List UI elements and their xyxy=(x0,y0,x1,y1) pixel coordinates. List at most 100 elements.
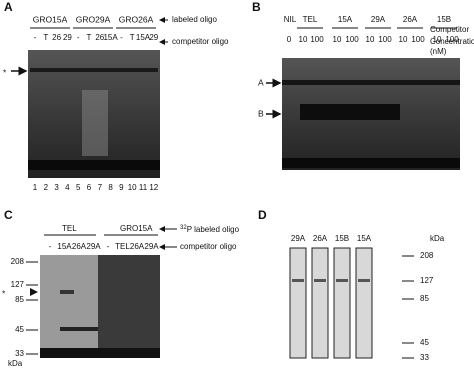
lane-number: 9 xyxy=(119,183,124,192)
band xyxy=(30,68,158,72)
lane-label: 29A xyxy=(291,234,306,243)
label: Competitor xyxy=(430,25,469,34)
blot-strip xyxy=(355,247,373,359)
label: labeled oligo xyxy=(172,15,217,24)
group-label: GRO15A xyxy=(120,224,153,233)
lane-label: T xyxy=(130,33,135,42)
panel-letter: A xyxy=(4,0,13,14)
band xyxy=(292,279,304,282)
lane-label: 15A xyxy=(136,33,151,42)
concentration: 10 xyxy=(366,35,375,44)
band-label: A xyxy=(258,77,264,87)
lane-label: - xyxy=(120,33,123,42)
lane-number: 7 xyxy=(98,183,103,192)
label: 32P labeled oligo xyxy=(180,225,240,235)
size-marker: 33 xyxy=(420,353,429,362)
lane-label: 15B xyxy=(437,15,451,24)
lane-label: - xyxy=(34,33,37,42)
lane-label: TEL xyxy=(115,242,130,251)
lane-label: 29A xyxy=(86,242,101,251)
group-label: GRO26A xyxy=(119,14,154,24)
lane-label: 26A xyxy=(313,234,328,243)
lane-number: 4 xyxy=(65,183,70,192)
concentration: 100 xyxy=(345,35,359,44)
concentration: 100 xyxy=(411,35,425,44)
concentration: 100 xyxy=(445,35,459,44)
band xyxy=(282,80,460,85)
lane-number: 3 xyxy=(54,183,59,192)
size-marker: 33 xyxy=(15,349,24,358)
lane-label: 29 xyxy=(149,33,158,42)
size-marker: 127 xyxy=(420,276,434,285)
lane-label: 26 xyxy=(95,33,104,42)
lane-label: 29A xyxy=(371,15,386,24)
lane-label: 15A xyxy=(103,33,118,42)
lane-label: - xyxy=(77,33,80,42)
band xyxy=(60,327,98,331)
band xyxy=(358,279,370,282)
lane-label: 29 xyxy=(63,33,72,42)
lane-label: 15A xyxy=(57,242,72,251)
smear xyxy=(82,90,108,156)
unit: kDa xyxy=(430,234,445,243)
label: Concentration xyxy=(430,37,474,46)
concentration: 100 xyxy=(310,35,324,44)
group-label: GRO29A xyxy=(76,14,111,24)
lane-label: NIL xyxy=(284,15,297,24)
panel-letter: D xyxy=(258,208,267,222)
lane-number: 2 xyxy=(44,183,49,192)
group-label: GRO15A xyxy=(33,14,68,24)
lane-label: 15A xyxy=(338,15,353,24)
label: competitor oligo xyxy=(172,37,229,46)
free-probe xyxy=(40,348,160,358)
panel-letter: B xyxy=(252,0,261,14)
lane-number: 1 xyxy=(33,183,38,192)
size-marker: 85 xyxy=(15,295,24,304)
lane-label: TEL xyxy=(303,15,318,24)
blot-strip xyxy=(311,247,329,359)
band xyxy=(300,104,400,120)
lane-label: T xyxy=(87,33,92,42)
lane-number: 8 xyxy=(108,183,113,192)
gel xyxy=(98,255,160,358)
lane-label: 15A xyxy=(357,234,372,243)
lane-label: T xyxy=(43,33,48,42)
lane-label: 26A xyxy=(72,242,87,251)
marker: * xyxy=(2,288,6,298)
free-probe xyxy=(282,158,460,168)
size-marker: 45 xyxy=(15,325,24,334)
concentration: 10 xyxy=(433,35,442,44)
free-probe xyxy=(28,160,160,170)
concentration: 10 xyxy=(299,35,308,44)
lane-label: 26A xyxy=(403,15,418,24)
lane-number: 6 xyxy=(87,183,92,192)
lane-label: 29A xyxy=(144,242,159,251)
lane-label: 26 xyxy=(52,33,61,42)
panel-letter: C xyxy=(4,208,13,222)
label: competitor oligo xyxy=(180,242,237,251)
concentration: 0 xyxy=(287,35,292,44)
group-label: TEL xyxy=(62,224,77,233)
size-marker: 85 xyxy=(420,294,429,303)
lane-label: - xyxy=(107,242,110,251)
lane-label: - xyxy=(49,242,52,251)
blot-strip xyxy=(289,247,307,359)
lane-number: 12 xyxy=(149,183,158,192)
blot-strip xyxy=(333,247,351,359)
lane-number: 10 xyxy=(128,183,137,192)
lane-label: 26A xyxy=(130,242,145,251)
size-marker: 45 xyxy=(420,338,429,347)
concentration: 10 xyxy=(333,35,342,44)
size-marker: 208 xyxy=(420,251,434,260)
marker: * xyxy=(3,67,7,77)
band xyxy=(314,279,326,282)
lane-number: 5 xyxy=(76,183,81,192)
band xyxy=(336,279,348,282)
band-label: B xyxy=(258,108,264,118)
band xyxy=(60,290,74,294)
lane-label: 15B xyxy=(335,234,349,243)
size-marker: 208 xyxy=(11,257,25,266)
concentration: 10 xyxy=(399,35,408,44)
unit: kDa xyxy=(8,359,23,368)
